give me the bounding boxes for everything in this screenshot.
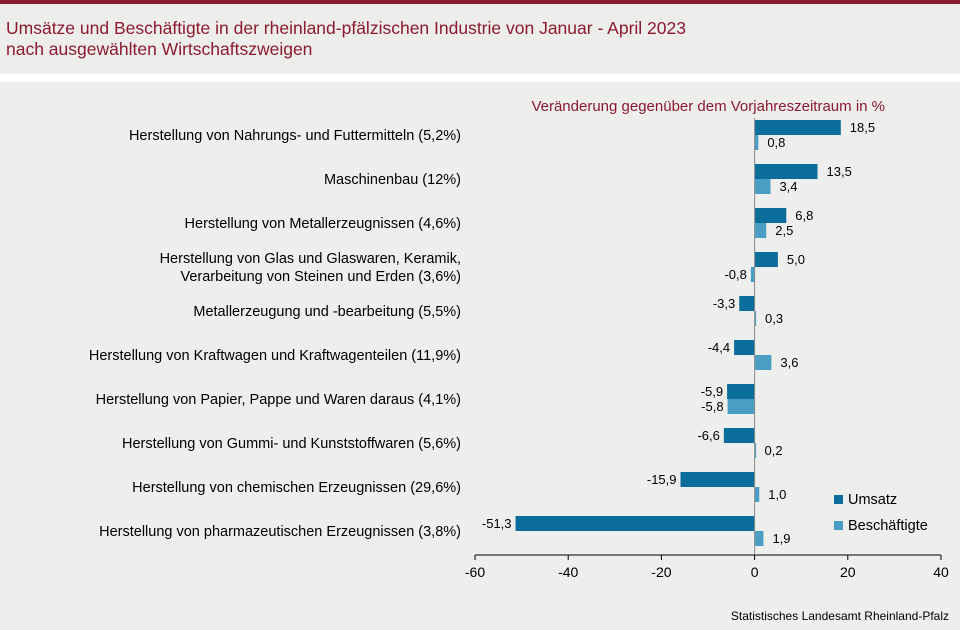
chart-area: Veränderung gegenüber dem Vorjahreszeitr… bbox=[0, 82, 960, 630]
bars-group: Herstellung von Nahrungs- und Futtermitt… bbox=[89, 120, 875, 546]
bar-beschaeftigte bbox=[754, 531, 764, 546]
bar-beschaeftigte bbox=[754, 311, 757, 326]
data-label: -3,3 bbox=[713, 296, 735, 311]
chart-title: Umsätze und Beschäftigte in der rheinlan… bbox=[6, 18, 686, 60]
legend: Umsatz Beschäftigte bbox=[834, 492, 928, 534]
category-label: Herstellung von Glas und Glaswaren, Kera… bbox=[160, 251, 461, 285]
data-label: -51,3 bbox=[482, 516, 512, 531]
bar-chart: Veränderung gegenüber dem Vorjahreszeitr… bbox=[89, 98, 949, 623]
chart-title-line-1: Umsätze und Beschäftigte in der rheinlan… bbox=[6, 18, 686, 38]
bar-umsatz bbox=[754, 164, 818, 179]
category-label-line: Herstellung von Glas und Glaswaren, Kera… bbox=[160, 251, 461, 267]
bar-umsatz bbox=[734, 340, 755, 355]
data-label: 0,3 bbox=[765, 311, 783, 326]
top-accent-bar bbox=[0, 0, 960, 4]
x-tick-label: 0 bbox=[751, 564, 759, 580]
bar-beschaeftigte bbox=[754, 355, 772, 370]
legend-label-umsatz: Umsatz bbox=[848, 492, 897, 508]
category-label-line: Verarbeitung von Steinen und Erden (3,6%… bbox=[180, 269, 461, 285]
bar-umsatz bbox=[739, 296, 755, 311]
legend-swatch-beschaeftigte bbox=[834, 521, 843, 530]
data-label: 6,8 bbox=[795, 208, 813, 223]
bar-umsatz bbox=[754, 252, 778, 267]
category-label: Herstellung von Nahrungs- und Futtermitt… bbox=[129, 128, 461, 144]
data-label: 3,4 bbox=[779, 179, 797, 194]
data-label: 1,0 bbox=[768, 487, 786, 502]
data-label: -0,8 bbox=[724, 267, 746, 282]
bar-umsatz bbox=[723, 428, 755, 443]
legend-label-beschaeftigte: Beschäftigte bbox=[848, 518, 928, 534]
data-label: 13,5 bbox=[827, 164, 852, 179]
category-label: Herstellung von Gummi- und Kunststoffwar… bbox=[122, 436, 461, 452]
data-label: 1,9 bbox=[772, 531, 790, 546]
bar-beschaeftigte bbox=[754, 135, 759, 150]
x-axis: -60 -40 -20 0 20 40 bbox=[465, 118, 949, 580]
category-label: Herstellung von Kraftwagen und Kraftwage… bbox=[89, 348, 461, 364]
category-label: Herstellung von Metallerzeugnissen (4,6%… bbox=[185, 216, 461, 232]
bar-beschaeftigte bbox=[750, 267, 755, 282]
data-label: 5,0 bbox=[787, 252, 805, 267]
data-label: -5,8 bbox=[701, 399, 723, 414]
bar-umsatz bbox=[515, 516, 755, 531]
data-label: 18,5 bbox=[850, 120, 875, 135]
data-label: -6,6 bbox=[697, 428, 719, 443]
bar-umsatz bbox=[754, 120, 841, 135]
bar-beschaeftigte bbox=[754, 179, 771, 194]
data-label: 0,8 bbox=[767, 135, 785, 150]
data-label: 0,2 bbox=[765, 443, 783, 458]
x-tick-label: -20 bbox=[651, 564, 671, 580]
x-tick-label: 40 bbox=[933, 564, 949, 580]
data-label: 2,5 bbox=[775, 223, 793, 238]
legend-swatch-umsatz bbox=[834, 495, 843, 504]
data-label: 3,6 bbox=[780, 355, 798, 370]
bar-beschaeftigte bbox=[754, 223, 767, 238]
category-label: Maschinenbau (12%) bbox=[324, 172, 461, 188]
header: Umsätze und Beschäftigte in der rheinlan… bbox=[0, 4, 960, 74]
bar-umsatz bbox=[680, 472, 755, 487]
source-note: Statistisches Landesamt Rheinland-Pfalz bbox=[731, 609, 949, 623]
category-label: Metallerzeugung und -bearbeitung (5,5%) bbox=[193, 304, 461, 320]
bar-beschaeftigte bbox=[727, 399, 755, 414]
data-label: -4,4 bbox=[708, 340, 730, 355]
category-label: Herstellung von chemischen Erzeugnissen … bbox=[132, 480, 461, 496]
bar-beschaeftigte bbox=[754, 487, 760, 502]
x-tick-label: -60 bbox=[465, 564, 485, 580]
bar-umsatz bbox=[754, 208, 787, 223]
x-tick-label: -40 bbox=[558, 564, 578, 580]
chart-subtitle: Veränderung gegenüber dem Vorjahreszeitr… bbox=[531, 98, 885, 115]
data-label: -5,9 bbox=[701, 384, 723, 399]
data-label: -15,9 bbox=[647, 472, 677, 487]
category-label: Herstellung von pharmazeutischen Erzeugn… bbox=[99, 524, 461, 540]
category-label: Herstellung von Papier, Pappe und Waren … bbox=[96, 392, 461, 408]
bar-beschaeftigte bbox=[754, 443, 757, 458]
x-tick-label: 20 bbox=[840, 564, 856, 580]
chart-title-line-2: nach ausgewählten Wirtschaftszweigen bbox=[6, 39, 313, 59]
bar-umsatz bbox=[727, 384, 755, 399]
